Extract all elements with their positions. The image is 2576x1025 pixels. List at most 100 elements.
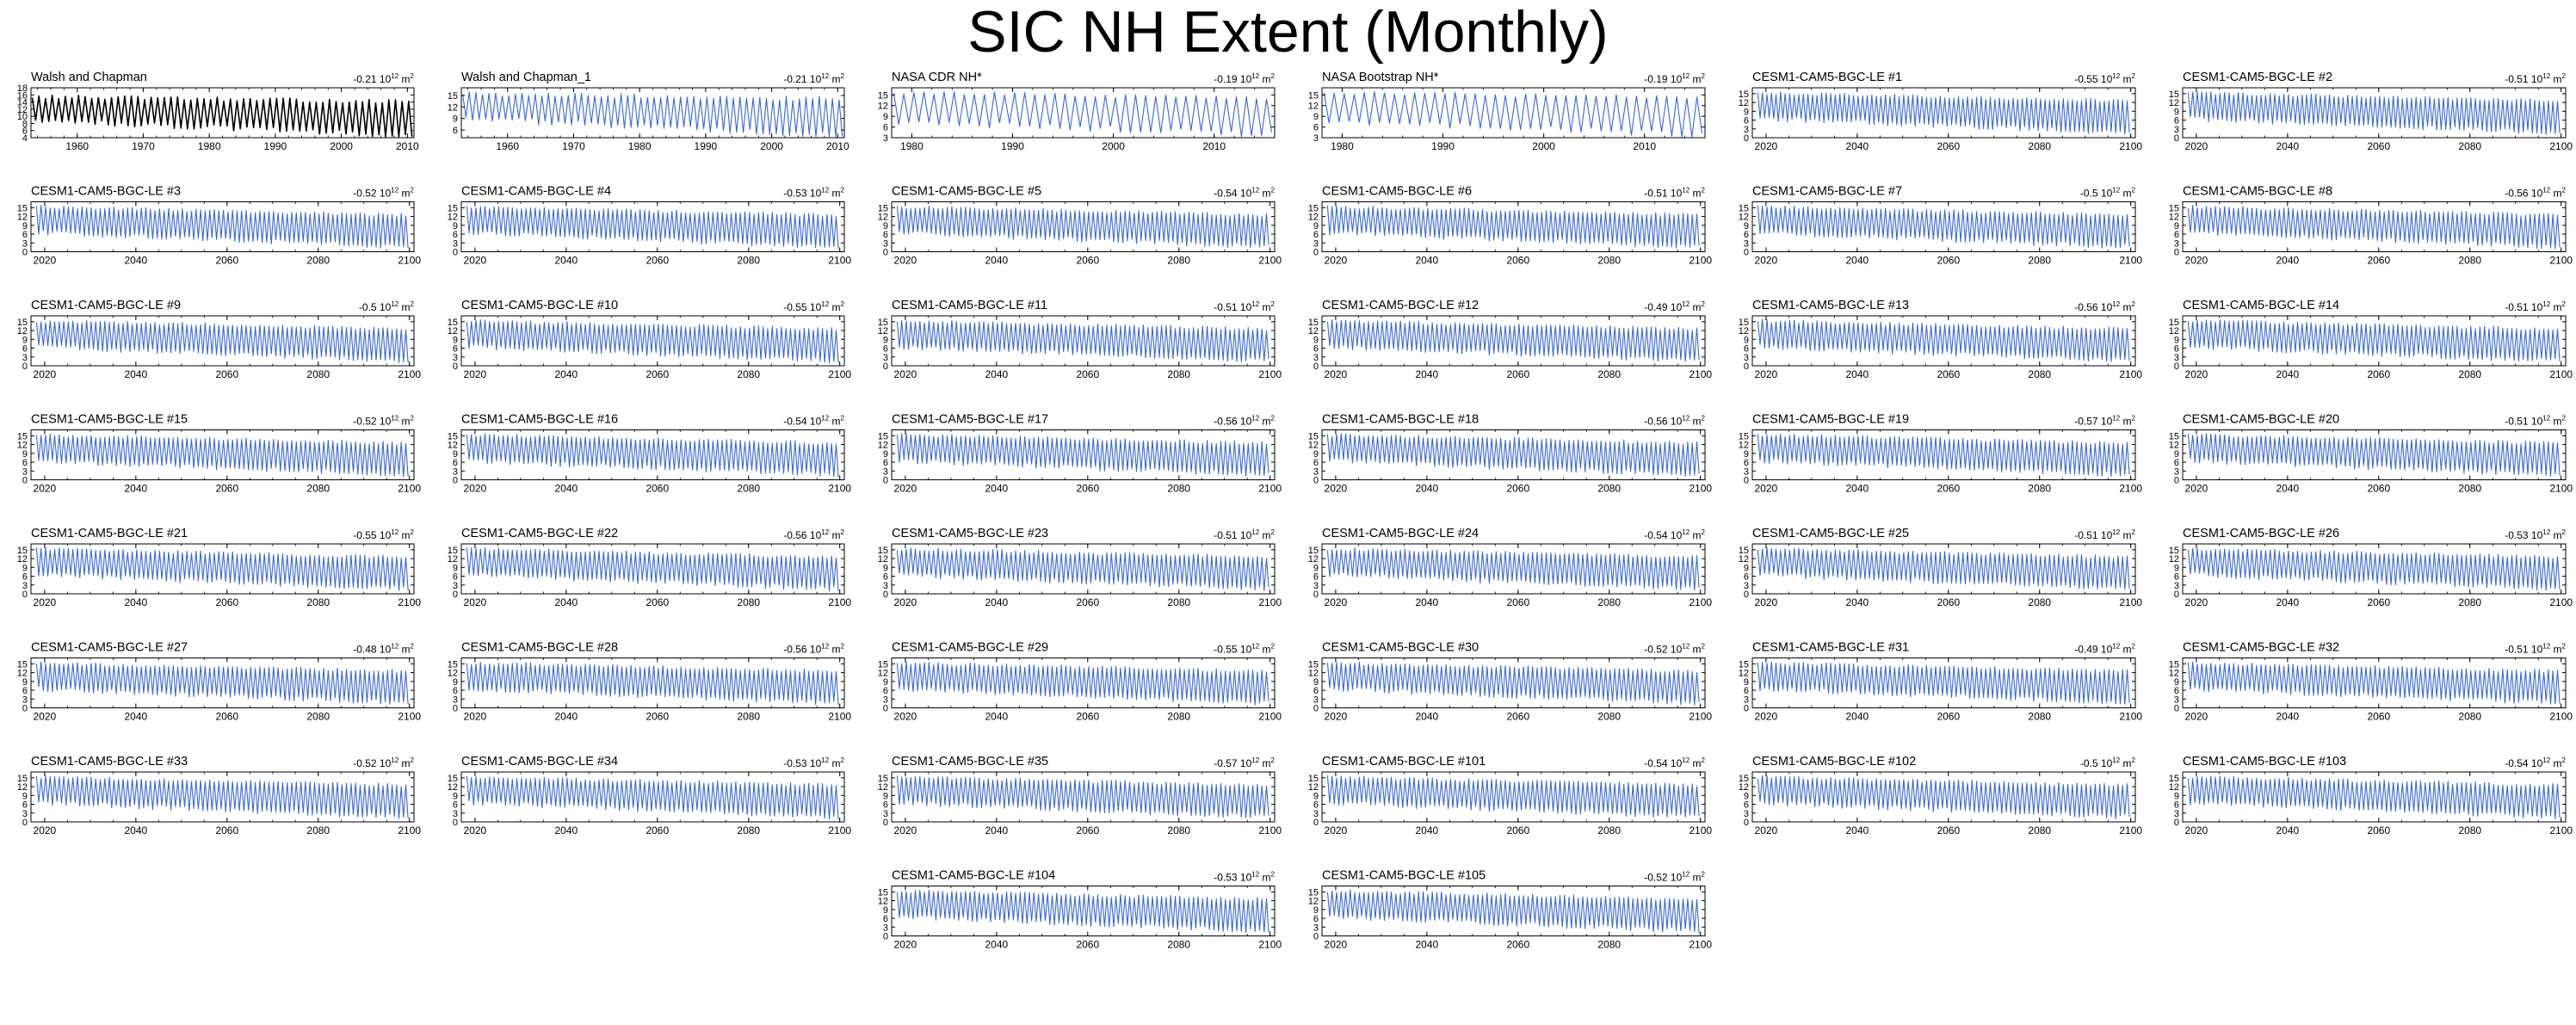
panel-cesm1-cam5-bgc-le-18: 2020 2040 2060 2080 2100 03691215CESM1-CAM5-B…: [1308, 413, 1713, 495]
x-tick-label: 1980: [198, 140, 221, 152]
plot-frame: [1321, 658, 1706, 708]
y-tick-label: 15: [878, 887, 888, 898]
y-tick-label: 0: [883, 818, 888, 828]
x-tick-label: 2020: [1325, 824, 1348, 837]
series-line: [461, 91, 843, 138]
y-tick-label: 15: [2169, 546, 2179, 556]
plot-frame: [1751, 429, 2136, 480]
y-tick-label: 9: [883, 563, 888, 573]
panel-title: CESM1-CAM5-BGC-LE #23: [892, 527, 1048, 540]
y-tick-label: 9: [1744, 449, 1749, 460]
y-tick-label: 12: [448, 669, 458, 679]
y-tick-label: 15: [2169, 318, 2179, 328]
y-tick-label: 12: [2169, 554, 2179, 565]
plot-frame: [30, 315, 415, 367]
y-tick-label: 3: [453, 695, 458, 705]
x-tick-label: 2020: [894, 939, 917, 951]
y-tick-label: 3: [1313, 353, 1319, 363]
x-tick-label: 2080: [1597, 368, 1621, 380]
x-tick-label: 2020: [894, 711, 917, 723]
x-tick-label: 2020: [894, 368, 917, 380]
panel-cesm1-cam5-bgc-le-31: 2020 2040 2060 2080 2100 03691215CESM1-CAM5-B…: [1739, 641, 2143, 723]
x-tick-label: 2080: [737, 596, 760, 608]
y-tick-label: 6: [2174, 800, 2179, 811]
trend-label: -0.51 1012 m2: [2505, 415, 2566, 428]
trend-label: -0.19 1012 m2: [1214, 72, 1275, 85]
x-tick-label: 2100: [1258, 483, 1282, 495]
x-tick-label: 2080: [2028, 255, 2051, 267]
plot-frame: [460, 658, 845, 708]
series-line: [35, 775, 409, 819]
x-tick-label: 2020: [894, 824, 917, 837]
y-tick-label: 6: [453, 344, 458, 355]
x-tick-label: 2020: [1755, 596, 1778, 608]
y-tick-label: 6: [453, 458, 458, 468]
plot-frame: [30, 658, 415, 708]
y-tick-label: 12: [17, 213, 28, 223]
panel-title: Walsh and Chapman_1: [461, 71, 591, 84]
x-tick-label: 2060: [646, 255, 669, 267]
x-tick-label: 2020: [894, 255, 917, 267]
y-tick-label: 12: [17, 441, 28, 451]
x-tick-label: 2100: [2119, 255, 2142, 267]
trend-label: -0.49 1012 m2: [2074, 643, 2135, 656]
x-tick-label: 2000: [330, 140, 353, 152]
x-tick-label: 2100: [398, 483, 421, 495]
y-tick-label: 12: [2169, 441, 2179, 451]
y-tick-label: 12: [878, 102, 888, 112]
plot-frame: [2182, 201, 2567, 252]
panel-title: CESM1-CAM5-BGC-LE #24: [1322, 527, 1479, 540]
x-tick-label: 2080: [306, 596, 330, 608]
y-tick-label: 0: [453, 704, 458, 714]
y-tick-label: 9: [1313, 677, 1319, 688]
y-tick-label: 0: [2174, 704, 2179, 714]
panel-title: CESM1-CAM5-BGC-LE #33: [31, 755, 188, 769]
y-tick-label: 6: [2174, 686, 2179, 696]
y-tick-label: 3: [453, 809, 458, 819]
panel-title: CESM1-CAM5-BGC-LE #13: [1752, 299, 1909, 312]
series-line: [1757, 546, 2130, 590]
x-tick-label: 2100: [1689, 824, 1712, 837]
x-tick-label: 2040: [1845, 255, 1869, 267]
panel-cesm1-cam5-bgc-le-10: 2020 2040 2060 2080 2100 03691215CESM1-CAM5-B…: [448, 299, 852, 380]
y-tick-label: 6: [1313, 344, 1319, 355]
y-tick-label: 12: [1739, 669, 1749, 679]
panel-title: CESM1-CAM5-BGC-LE #35: [892, 755, 1048, 769]
y-tick-label: 0: [453, 248, 458, 258]
y-tick-label: 0: [453, 361, 458, 372]
y-tick-label: 12: [878, 213, 888, 223]
y-tick-label: 0: [2174, 133, 2179, 144]
y-tick-label: 6: [2174, 344, 2179, 355]
x-tick-label: 2020: [34, 596, 57, 608]
x-tick-label: 2010: [396, 140, 419, 152]
y-tick-label: 3: [883, 695, 888, 705]
trend-label: -0.56 1012 m2: [1644, 415, 1705, 428]
trend-label: -0.55 1012 m2: [783, 300, 844, 313]
series-line: [896, 661, 1269, 706]
x-tick-label: 2040: [554, 483, 578, 495]
plot-frame: [891, 771, 1276, 823]
y-tick-label: 6: [1744, 116, 1749, 127]
x-tick-label: 2060: [1506, 483, 1529, 495]
y-tick-label: 6: [883, 914, 888, 924]
x-tick-label: 2060: [1937, 824, 1960, 837]
y-tick-label: 18: [17, 83, 28, 94]
y-tick-label: 3: [1744, 238, 1749, 249]
x-tick-label: 2100: [828, 711, 851, 723]
series-line: [466, 775, 839, 820]
y-tick-label: 0: [22, 818, 28, 828]
trend-label: -0.51 1012 m2: [2505, 72, 2566, 85]
y-tick-label: 0: [2174, 590, 2179, 600]
y-tick-label: 0: [22, 590, 28, 600]
plot-frame: [1321, 771, 1706, 823]
x-tick-label: 2080: [1597, 711, 1621, 723]
y-tick-label: 12: [17, 105, 28, 115]
y-tick-label: 9: [2174, 335, 2179, 345]
y-tick-label: 9: [1313, 905, 1319, 916]
y-tick-label: 9: [883, 221, 888, 232]
panel-cesm1-cam5-bgc-le-13: 2020 2040 2060 2080 2100 03691215CESM1-CAM5-B…: [1739, 299, 2143, 380]
y-tick-label: 3: [883, 133, 888, 144]
x-tick-label: 2040: [2276, 711, 2299, 723]
